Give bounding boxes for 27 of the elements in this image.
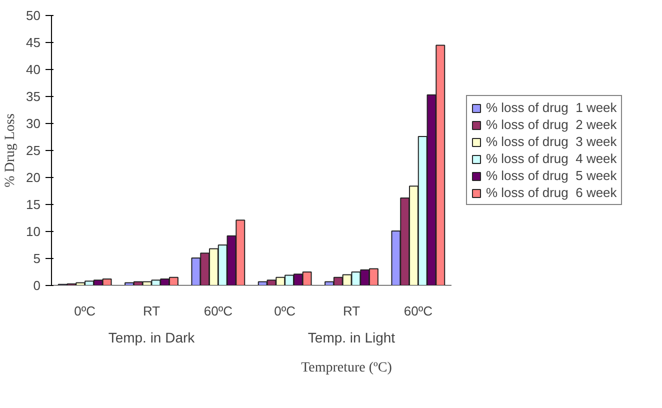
y-tick-label: 0	[33, 278, 41, 293]
y-tick-label: 10	[26, 224, 41, 239]
y-tick-label: 40	[26, 62, 41, 77]
legend-label: % loss of drug 2 week	[486, 117, 617, 132]
legend-label: % loss of drug 5 week	[486, 168, 617, 183]
x-tick-label: 60ºC	[204, 304, 232, 318]
legend-label: % loss of drug 4 week	[486, 151, 617, 166]
y-tick-label: 25	[26, 143, 41, 158]
y-tick-label: 35	[26, 89, 41, 104]
legend-label: % loss of drug 1 week	[486, 100, 617, 115]
y-tick-label: 20	[26, 170, 41, 185]
y-tick-label: 50	[26, 8, 41, 23]
y-tick-label: 45	[26, 35, 41, 50]
y-axis-title: % Drug Loss	[3, 114, 18, 188]
y-tick-label: 15	[26, 197, 41, 212]
x-tick-label: RT	[342, 304, 360, 318]
y-tick-label: 5	[33, 251, 41, 266]
x-tick-label: 0ºC	[274, 304, 296, 318]
x-tick-label: 0ºC	[74, 304, 96, 318]
legend-label: % loss of drug 6 week	[486, 185, 617, 200]
x-axis-title: Tempreture (ºC)	[301, 360, 392, 376]
text: Temp. in Light	[308, 330, 396, 346]
text: Temp. in Dark	[108, 330, 196, 346]
x-tick-label: 60ºC	[404, 304, 432, 318]
x-tick-label: RT	[142, 304, 160, 318]
y-tick-label: 30	[26, 116, 41, 131]
legend-label: % loss of drug 3 week	[486, 134, 617, 149]
